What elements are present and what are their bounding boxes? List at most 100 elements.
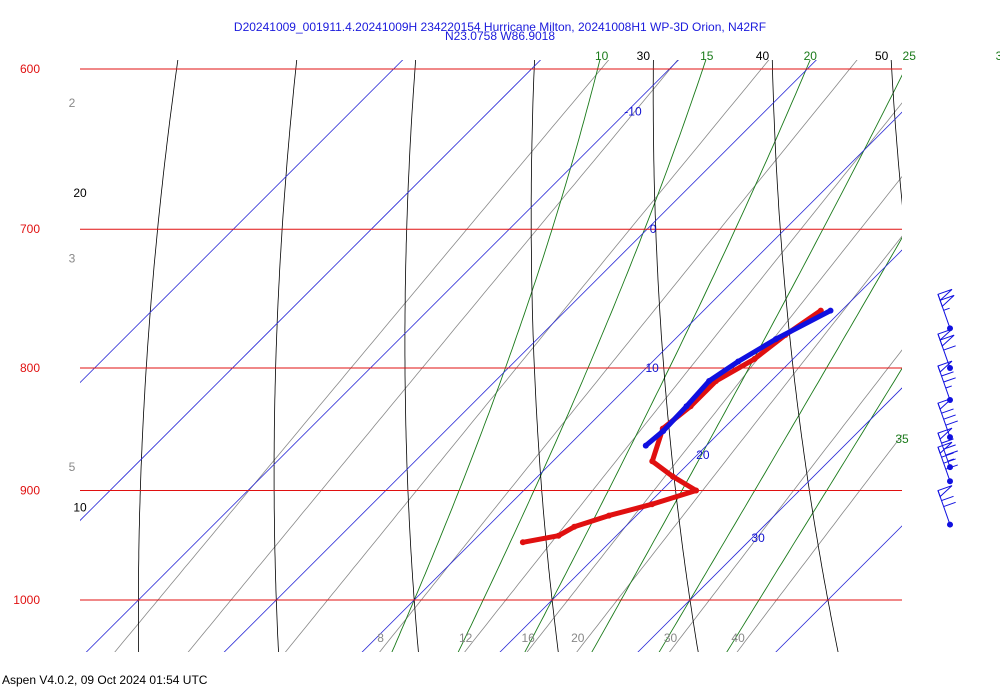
moist-adiabat-label: 25 <box>903 49 917 63</box>
moist-adiabat-label: 10 <box>595 49 609 63</box>
mixing-ratio-line <box>284 60 770 652</box>
temperature-trace-point <box>649 501 655 508</box>
wind-barb-flag <box>943 458 956 464</box>
mixing-ratio-line <box>736 434 902 652</box>
isotherm-line <box>499 249 902 652</box>
wind-barb-pennant <box>937 397 953 411</box>
isotherm-line <box>80 60 542 522</box>
mixing-ratio-label: 40 <box>731 631 745 645</box>
isotherm-line <box>637 387 902 652</box>
isobar-lines <box>80 68 902 601</box>
mixing-ratio-line <box>379 60 858 652</box>
wind-barb-pennant <box>937 427 953 440</box>
sounding-traces <box>519 307 834 546</box>
moist-adiabat-line <box>726 367 902 652</box>
dry-adiabat-line <box>137 60 179 652</box>
wind-barb-flag <box>941 371 954 377</box>
wind-barb-pennant <box>937 328 953 341</box>
temperature-trace-point <box>693 487 700 494</box>
isotherm-label: 30 <box>751 531 765 545</box>
dewpoint-trace-point <box>642 442 649 449</box>
dewpoint-trace-line <box>643 308 833 449</box>
dry-adiabat-line <box>273 60 298 652</box>
mixing-ratio-line <box>526 176 902 652</box>
wind-barb-flag <box>945 420 958 426</box>
wind-barb-flag <box>941 438 954 444</box>
dry-adiabat-line <box>890 60 902 206</box>
dry-adiabat-label: 10 <box>73 500 87 514</box>
axis-labels: 600 700 800 900 1000 -10 0 10 20 30 10 20 30 40 50 10 15… <box>13 49 1000 645</box>
mixing-ratio-label: 16 <box>521 631 535 645</box>
temperature-trace-point <box>519 539 526 546</box>
dry-adiabat-line <box>530 60 559 652</box>
isotherm-line <box>85 60 679 652</box>
temperature-trace-point <box>669 473 676 480</box>
mixing-ratio-line <box>187 60 679 652</box>
moist-adiabat-line <box>524 60 811 652</box>
temperature-trace-line <box>520 308 824 545</box>
wind-barb-flag <box>941 408 954 414</box>
mixing-ratio-label: 3 <box>69 252 76 266</box>
mixing-ratio-label: 20 <box>571 631 585 645</box>
wind-barb <box>937 397 958 441</box>
pressure-label: 1000 <box>13 593 40 607</box>
isotherm-label: 20 <box>696 448 710 462</box>
wind-barb-flag <box>941 452 954 458</box>
dry-adiabat-label: 20 <box>73 186 87 200</box>
moist-adiabat-label: 20 <box>804 49 818 63</box>
wind-barb <box>937 427 958 471</box>
isotherm-label: -10 <box>624 104 642 118</box>
mixing-ratio-line <box>669 349 902 652</box>
wind-barb-flag <box>945 464 958 470</box>
mixing-ratio-lines <box>114 60 902 652</box>
pressure-label: 600 <box>20 62 40 76</box>
moist-adiabat-label: 35 <box>895 432 909 446</box>
dry-adiabat-label: 40 <box>756 49 770 63</box>
mixing-ratio-line <box>464 102 902 652</box>
wind-barb-pennant <box>937 288 953 302</box>
footer-version: Aspen V4.0.2, 09 Oct 2024 01:54 UTC <box>2 673 208 687</box>
wind-barb-half-flag <box>945 385 952 389</box>
wind-barb-flag <box>943 501 956 508</box>
dry-adiabat-line <box>652 60 699 652</box>
moist-adiabat-lines <box>391 60 902 652</box>
wind-barb <box>937 485 956 528</box>
wind-barb-pennant <box>939 334 955 347</box>
wind-barb <box>937 360 956 404</box>
temperature-trace-point <box>649 458 656 465</box>
pressure-label: 700 <box>20 222 40 236</box>
mixing-ratio-label: 12 <box>459 631 473 645</box>
wind-barb-half-flag <box>943 307 950 311</box>
dewpoint-trace-point <box>735 358 742 365</box>
mixing-ratio-line <box>576 235 902 652</box>
chart-title: D20241009_001911.4.20241009H 234220154 H… <box>233 20 767 34</box>
isotherm-line <box>361 111 902 652</box>
dry-adiabat-lines <box>137 60 902 652</box>
dewpoint-trace-point <box>660 428 667 435</box>
dry-adiabat-line <box>404 60 419 652</box>
mixing-ratio-label: 8 <box>377 631 384 645</box>
wind-barb-flag <box>945 450 958 456</box>
pressure-label: 800 <box>20 361 40 375</box>
temperature-trace-point <box>571 523 578 530</box>
moist-adiabat-label: 15 <box>700 49 714 63</box>
chart-subtitle: N23.0758 W86.9018 <box>444 29 556 43</box>
wind-barb-pennant <box>937 485 953 498</box>
moist-adiabat-line <box>591 74 902 652</box>
dewpoint-trace-point <box>827 307 834 314</box>
isotherm-label: 10 <box>645 361 659 375</box>
wind-barb-pennant <box>937 360 953 373</box>
wind-barb-pennant <box>937 441 953 455</box>
wind-barb-half-flag <box>947 458 955 462</box>
dewpoint-trace-point <box>683 403 690 410</box>
wind-barbs <box>937 288 958 528</box>
temperature-trace-point <box>555 532 562 539</box>
isotherm-line <box>80 60 404 384</box>
dewpoint-trace-point <box>706 378 713 384</box>
moist-adiabat-line <box>658 236 902 652</box>
pressure-label: 900 <box>20 483 40 497</box>
isotherm-label: 0 <box>650 222 657 236</box>
dewpoint-trace-point <box>772 336 779 343</box>
